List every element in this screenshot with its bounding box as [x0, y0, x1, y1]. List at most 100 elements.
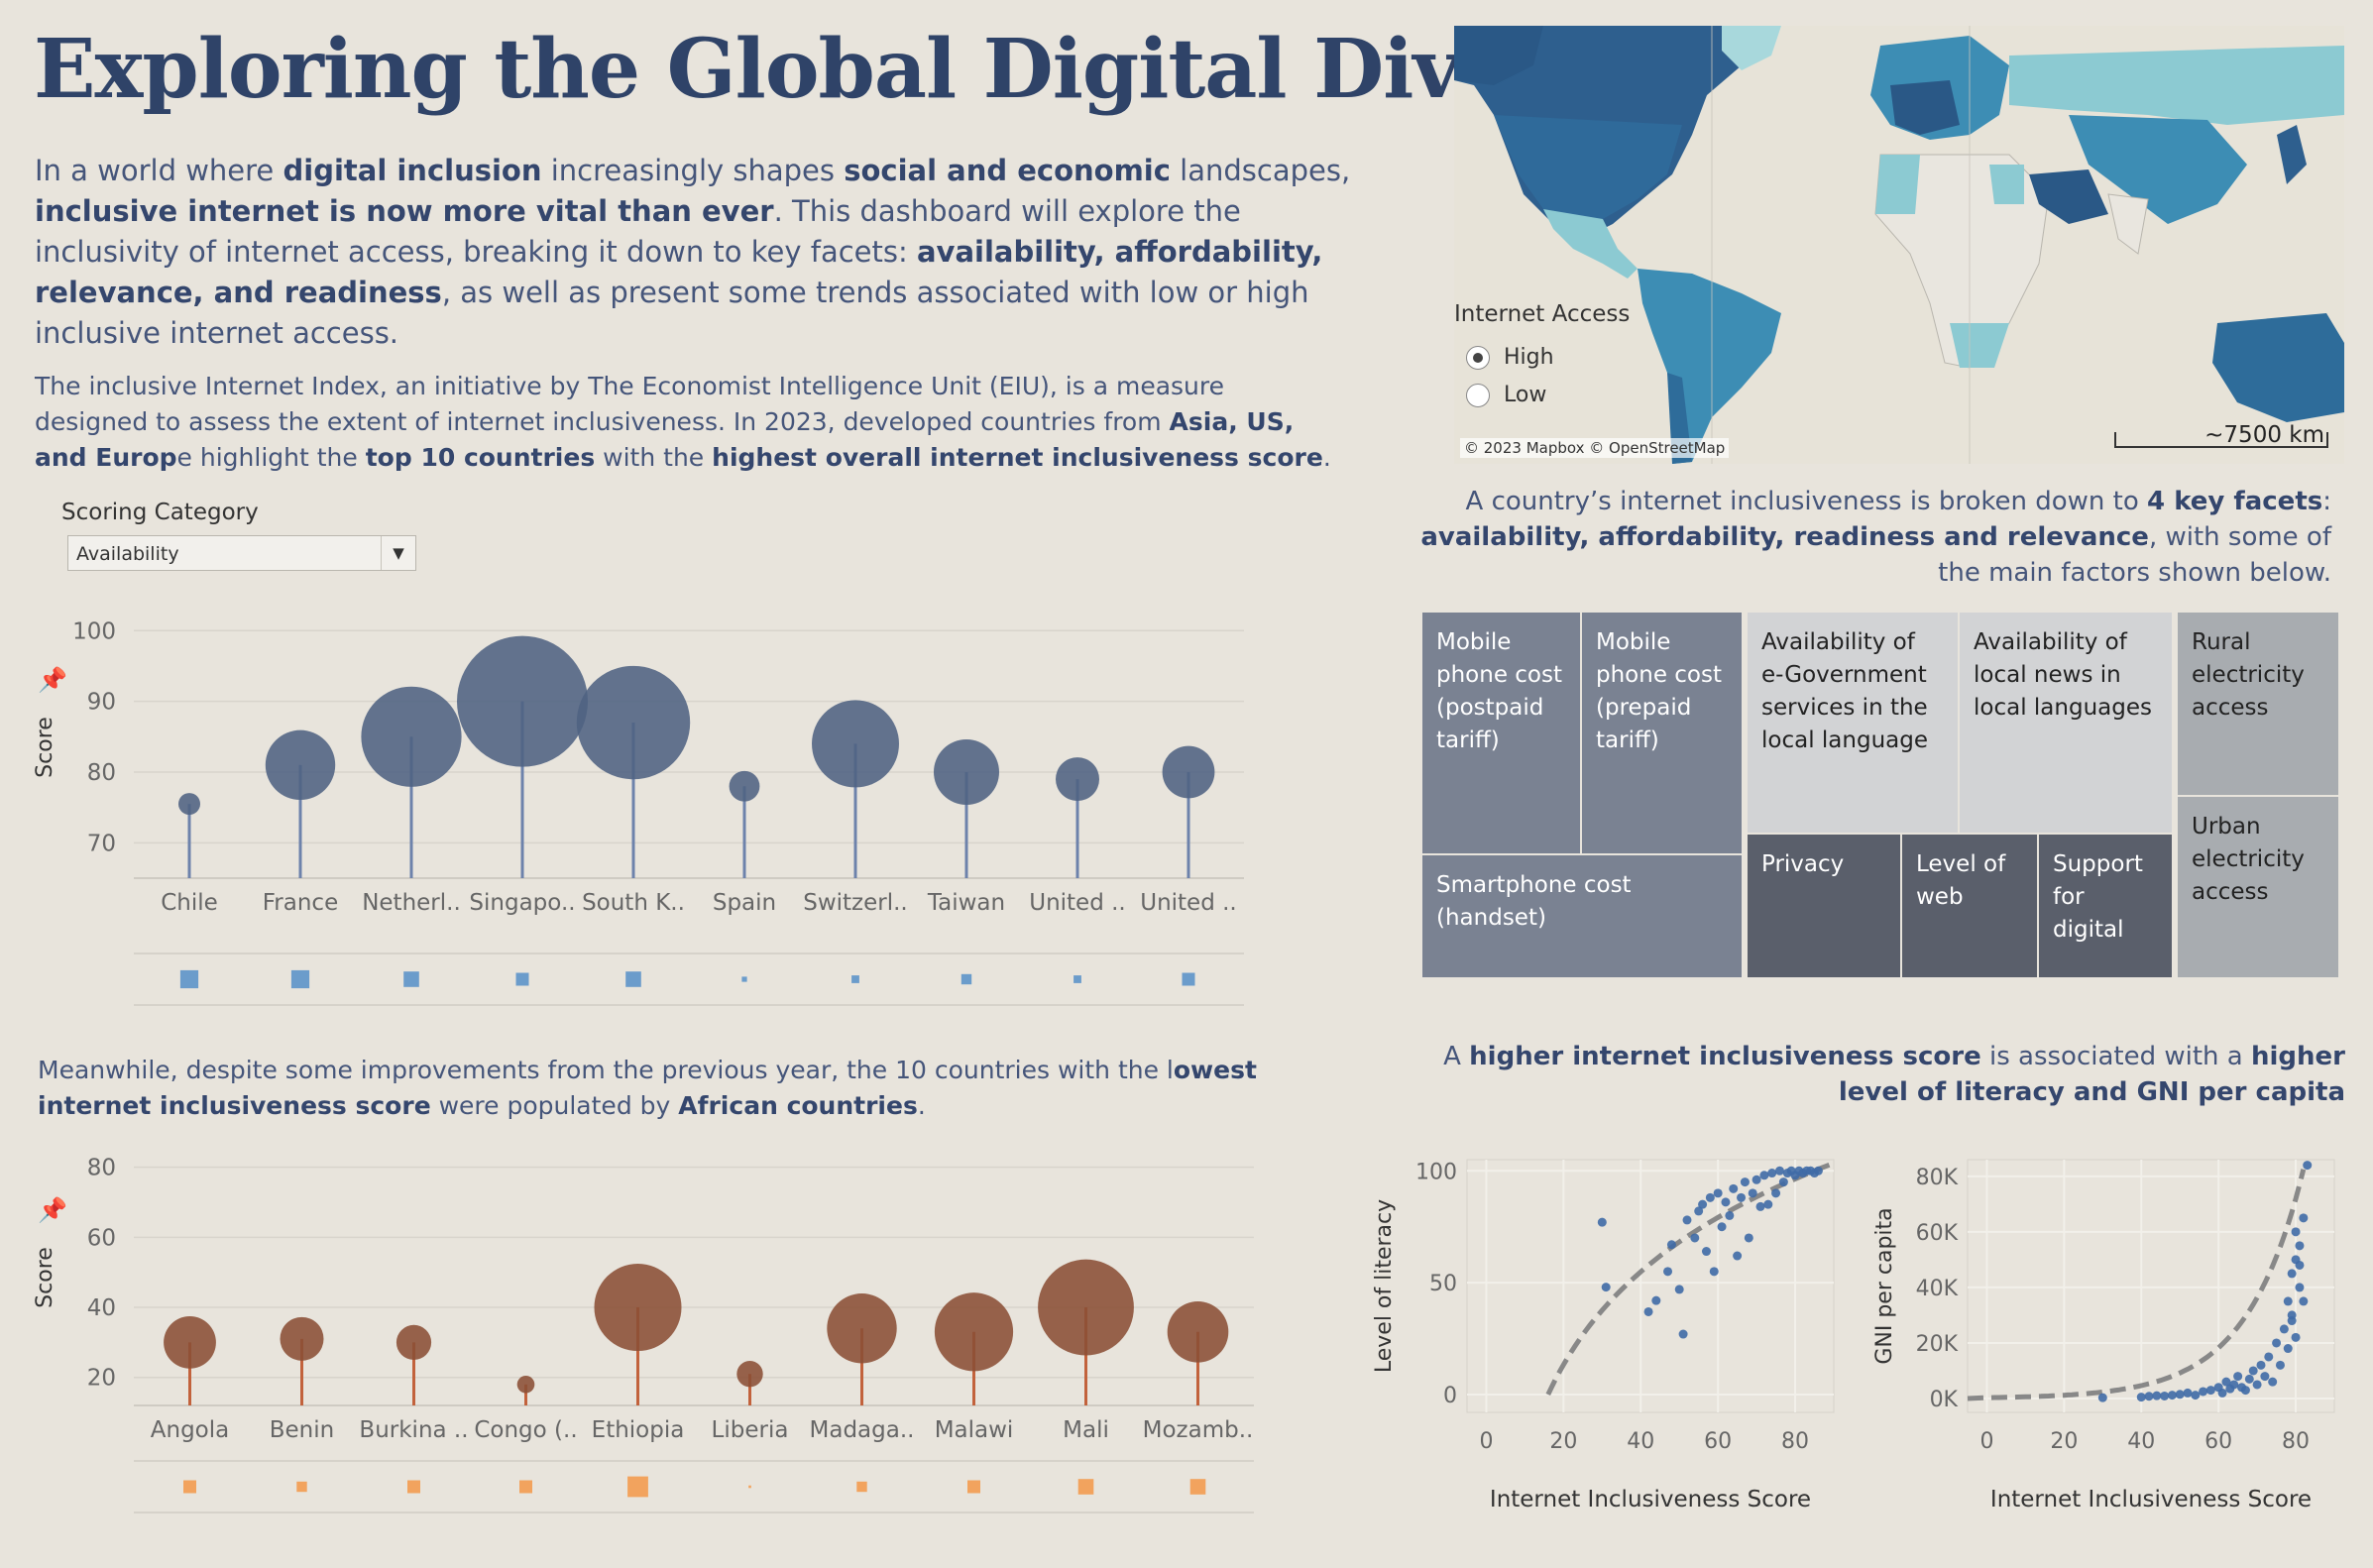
scatter-point — [2268, 1377, 2278, 1387]
scatter-point — [1663, 1267, 1673, 1277]
lollipop-bubble — [178, 793, 200, 816]
lollipop-bubble — [265, 729, 336, 801]
treemap-tile[interactable]: Privacy — [1747, 834, 1901, 978]
indicator-square — [519, 1480, 532, 1494]
scatter-point — [1601, 1283, 1611, 1292]
lollipop-bubble — [361, 686, 462, 787]
scatter-point — [2295, 1260, 2305, 1270]
treemap-tile[interactable]: Support for digital — [2038, 834, 2173, 978]
map-scale-label: ~7500 km — [2204, 422, 2324, 448]
scatter-point — [2291, 1227, 2301, 1237]
category-label: Burkina .. — [359, 1417, 468, 1443]
treemap-tile[interactable]: Rural electricity access — [2177, 612, 2339, 796]
scatter-point — [2252, 1380, 2262, 1390]
category-label: Congo (.. — [474, 1417, 577, 1443]
y-tick-label: 20 — [87, 1366, 116, 1392]
lollipop-bubble — [164, 1315, 216, 1369]
y-tick-label: 80 — [87, 1156, 116, 1181]
dropdown-value: Availability — [76, 543, 179, 565]
scatter-point — [1767, 1169, 1777, 1178]
y-tick-label: 20K — [1916, 1332, 1959, 1357]
y-tick-label: 80K — [1916, 1166, 1959, 1190]
scatter-point — [1744, 1233, 1753, 1243]
category-label: Madaga.. — [810, 1417, 915, 1443]
chevron-down-icon[interactable]: ▼ — [381, 536, 415, 570]
scatter-point — [2256, 1360, 2266, 1370]
trend-line — [1967, 1169, 2307, 1401]
y-tick-label: 60 — [87, 1225, 116, 1251]
dashboard-title: Exploring the Global Digital Divide — [34, 22, 1597, 117]
scatter-point — [1774, 1166, 1784, 1176]
scoring-category-dropdown[interactable]: Availability ▼ — [67, 535, 416, 571]
scatter-point — [1725, 1210, 1735, 1220]
legend-option-high[interactable]: High — [1466, 345, 1554, 370]
scatter-point — [2199, 1387, 2208, 1397]
indicator-square — [627, 1476, 648, 1498]
indicator-square — [748, 1485, 751, 1489]
lowest-countries-description: Meanwhile, despite some improvements fro… — [38, 1056, 1257, 1120]
y-tick-label: 90 — [87, 690, 116, 716]
indicator-square — [1189, 1479, 1206, 1495]
literacy-scatter-chart: 0 20 40 60 80 0 50 100 Level of literacy Internet… — [1372, 1159, 1835, 1512]
treemap-tile[interactable]: Mobile phone cost (postpaid tariff) — [1421, 612, 1581, 854]
treemap-tile[interactable]: Availability of local news in local lang… — [1959, 612, 2173, 834]
y-tick-label: 40K — [1916, 1277, 1959, 1301]
lollipop-bubble — [457, 635, 588, 767]
scatter-point — [2191, 1391, 2201, 1400]
intro-paragraph: In a world where digital inclusion incre… — [35, 154, 1351, 350]
scatter-point — [2205, 1386, 2215, 1396]
lollipop-bubble — [812, 700, 899, 788]
scatter-point — [1694, 1206, 1704, 1216]
lollipop-bubble — [934, 738, 999, 805]
indicator-square — [1074, 975, 1081, 983]
treemap-tile[interactable]: Availability of e-Government services in… — [1747, 612, 1959, 834]
scatter-point — [2233, 1372, 2243, 1382]
category-label: United .. — [1140, 890, 1237, 916]
scatter-point — [1717, 1222, 1727, 1232]
y-axis-label: Score — [33, 717, 57, 778]
scatter-point — [1698, 1199, 1708, 1209]
scatter-point — [1666, 1240, 1676, 1250]
map-region-south-america — [1638, 269, 1781, 464]
correlation-description: A higher internet inclusiveness score is… — [1443, 1042, 2345, 1107]
x-tick-label: 40 — [1627, 1429, 1654, 1454]
y-axis-label: GNI per capita — [1872, 1207, 1897, 1364]
category-label: Mozamb.. — [1143, 1417, 1254, 1443]
index-description: The inclusive Internet Index, an initiat… — [35, 372, 1331, 472]
scatter-point — [1759, 1171, 1769, 1180]
scatter-point — [2264, 1352, 2274, 1362]
category-label: Taiwan — [927, 890, 1005, 916]
treemap-tile[interactable]: Urban electricity access — [2177, 796, 2339, 978]
scatter-point — [2229, 1380, 2239, 1390]
top-countries-chart: 70 80 90 100 Score 📌 Chile France Netherl.. Singa… — [33, 618, 1244, 1006]
indicator-square — [967, 1480, 980, 1494]
y-tick-label: 100 — [1415, 1160, 1457, 1184]
legend-option-low[interactable]: Low — [1466, 383, 1546, 407]
treemap-tile[interactable]: Smartphone cost (handset) — [1421, 854, 1743, 978]
map-attribution[interactable]: © 2023 Mapbox © OpenStreetMap — [1460, 438, 1730, 458]
map-canvas[interactable] — [1454, 26, 2344, 464]
scatter-point — [2217, 1388, 2227, 1398]
indicator-square — [515, 972, 529, 986]
treemap-tile[interactable]: Level of web — [1901, 834, 2038, 978]
scatter-point — [1701, 1247, 1711, 1257]
scatter-point — [1737, 1192, 1747, 1202]
scatter-point — [1813, 1166, 1823, 1176]
radio-unselected-icon[interactable] — [1466, 383, 1490, 407]
category-label: Singapo.. — [469, 890, 575, 916]
gni-scatter-chart: 0 20 40 60 80 0K 20K 40K 60K 80K GNI per capita Int… — [1872, 1159, 2335, 1512]
map-legend-title: Internet Access — [1454, 301, 1631, 327]
x-tick-label: 80 — [2282, 1429, 2310, 1454]
treemap-tile[interactable]: Mobile phone cost (prepaid tariff) — [1581, 612, 1743, 854]
map-region-west-europe — [1890, 80, 1960, 135]
map-region-usa — [1494, 115, 1682, 224]
indicator-square — [183, 1480, 196, 1494]
radio-selected-icon[interactable] — [1466, 345, 1490, 370]
map-region-mexico — [1543, 209, 1638, 279]
scatter-point — [2275, 1360, 2285, 1370]
scatter-point — [2287, 1269, 2297, 1279]
category-label: Malawi — [935, 1417, 1014, 1443]
scatter-point — [1651, 1295, 1661, 1305]
scatter-point — [1763, 1199, 1773, 1209]
world-map[interactable]: Internet Access High Low © 2023 Mapbox ©… — [1454, 26, 2344, 464]
